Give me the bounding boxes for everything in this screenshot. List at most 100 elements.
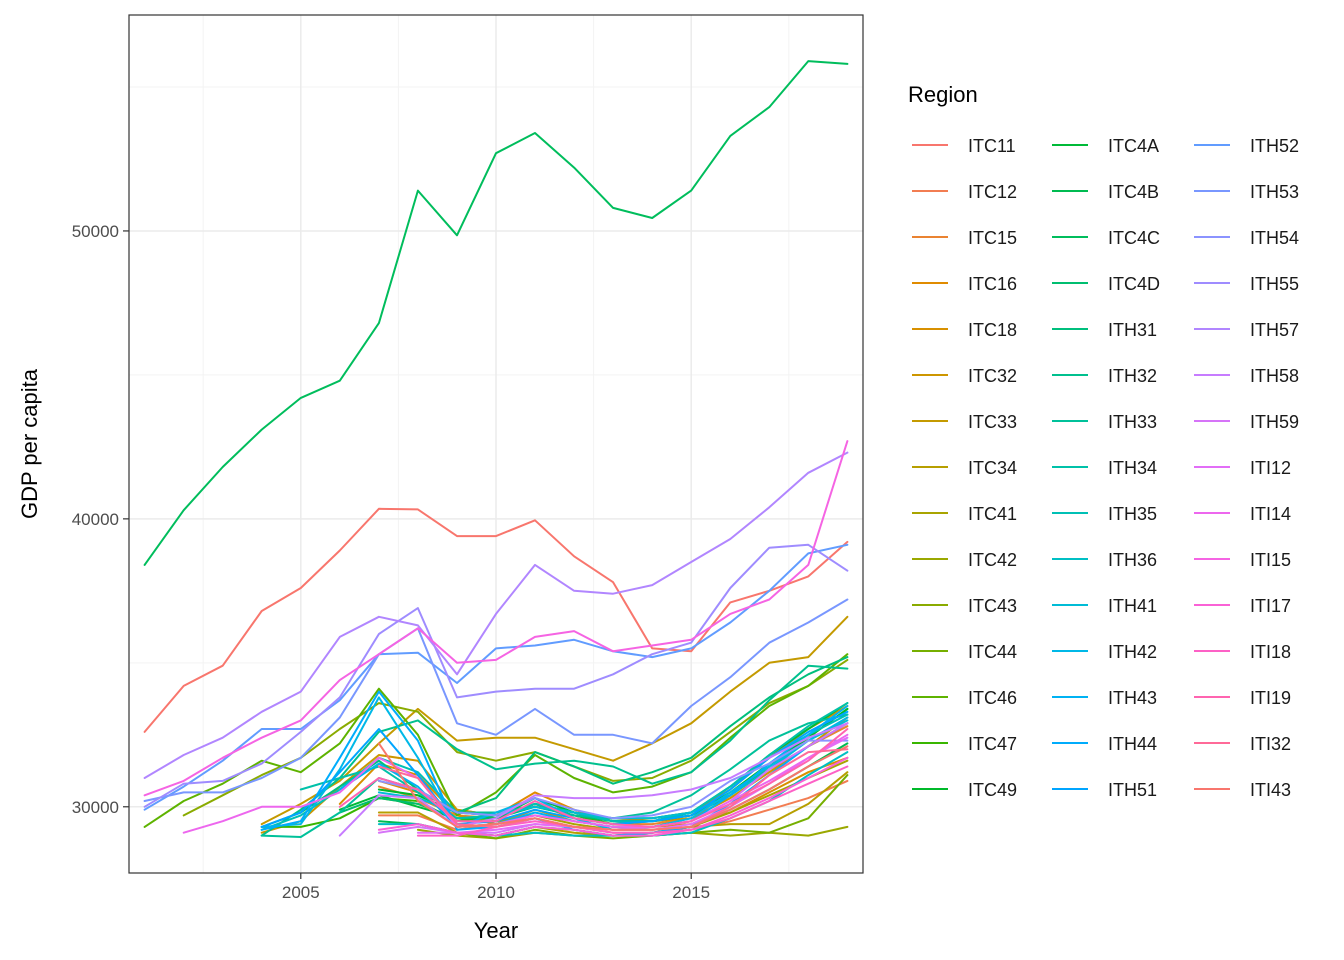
legend-label: ITH32 — [1108, 366, 1157, 386]
legend-item-ith52: ITH52 — [1194, 136, 1299, 156]
legend-label: ITH33 — [1108, 412, 1157, 432]
legend-label: ITI18 — [1250, 642, 1291, 662]
legend-item-ith55: ITH55 — [1194, 274, 1299, 294]
legend-label: ITH43 — [1108, 688, 1157, 708]
legend-item-iti32: ITI32 — [1194, 734, 1291, 754]
legend-label: ITC15 — [968, 228, 1017, 248]
legend-item-itc18: ITC18 — [912, 320, 1017, 340]
legend-item-ith57: ITH57 — [1194, 320, 1299, 340]
legend-item-ith42: ITH42 — [1052, 642, 1157, 662]
legend-label: ITC49 — [968, 780, 1017, 800]
legend-item-ith58: ITH58 — [1194, 366, 1299, 386]
series-line-ith33 — [260, 713, 849, 838]
x-tick-label: 2010 — [477, 883, 515, 902]
legend-item-iti17: ITI17 — [1194, 596, 1291, 616]
legend-label: ITH57 — [1250, 320, 1299, 340]
legend-label: ITH31 — [1108, 320, 1157, 340]
legend-item-itc49: ITC49 — [912, 780, 1017, 800]
legend-item-itc34: ITC34 — [912, 458, 1017, 478]
legend-item-ith41: ITH41 — [1052, 596, 1157, 616]
series-line-ith52 — [143, 543, 849, 811]
series-lines — [143, 60, 849, 840]
y-tick-label: 50000 — [72, 222, 119, 241]
legend-label: ITC4A — [1108, 136, 1159, 156]
legend-item-itc32: ITC32 — [912, 366, 1017, 386]
legend-label: ITH59 — [1250, 412, 1299, 432]
legend-label: ITI15 — [1250, 550, 1291, 570]
legend-label: ITC4D — [1108, 274, 1160, 294]
legend-label: ITH36 — [1108, 550, 1157, 570]
legend-label: ITC11 — [968, 136, 1016, 156]
y-axis-title: GDP per capita — [17, 368, 42, 519]
legend-item-itc16: ITC16 — [912, 274, 1017, 294]
x-tick-label: 2015 — [672, 883, 710, 902]
legend-item-itc4d: ITC4D — [1052, 274, 1160, 294]
legend-item-ith53: ITH53 — [1194, 182, 1299, 202]
legend-item-ith36: ITH36 — [1052, 550, 1157, 570]
legend-label: ITC43 — [968, 596, 1017, 616]
legend-label: ITI32 — [1250, 734, 1291, 754]
legend-label: ITC4C — [1108, 228, 1160, 248]
legend-label: ITH54 — [1250, 228, 1299, 248]
legend-item-itc4c: ITC4C — [1052, 228, 1160, 248]
legend-label: ITI12 — [1250, 458, 1291, 478]
series-line-iti19 — [338, 728, 849, 828]
legend-label: ITC32 — [968, 366, 1017, 386]
series-line-iti14 — [182, 733, 849, 834]
legend-item-itc4b: ITC4B — [1052, 182, 1159, 202]
grid — [129, 15, 863, 873]
axes: 2005 2010 2015 30000 40000 50000 — [72, 222, 710, 902]
legend-label: ITH41 — [1108, 596, 1157, 616]
series-line-ith53 — [143, 598, 849, 802]
legend-item-ith33: ITH33 — [1052, 412, 1157, 432]
legend-label: ITC12 — [968, 182, 1017, 202]
legend-label: ITC16 — [968, 274, 1017, 294]
series-line-ith54 — [377, 739, 849, 820]
legend-item-ith43: ITH43 — [1052, 688, 1157, 708]
legend-label: ITH34 — [1108, 458, 1157, 478]
legend-item-ith59: ITH59 — [1194, 412, 1299, 432]
legend-label: ITI17 — [1250, 596, 1291, 616]
legend-item-itc43: ITC43 — [912, 596, 1017, 616]
legend-label: ITH52 — [1250, 136, 1299, 156]
legend-label: ITH51 — [1108, 780, 1157, 800]
legend-label: ITH58 — [1250, 366, 1299, 386]
legend-item-ith54: ITH54 — [1194, 228, 1299, 248]
y-tick-label: 30000 — [72, 798, 119, 817]
legend-item-itc46: ITC46 — [912, 688, 1017, 708]
series-line-ith55 — [143, 543, 849, 808]
series-line-iti18 — [416, 765, 849, 837]
legend-label: ITC46 — [968, 688, 1017, 708]
legend-item-itc42: ITC42 — [912, 550, 1017, 570]
legend-label: ITC34 — [968, 458, 1017, 478]
legend-item-itc15: ITC15 — [912, 228, 1017, 248]
legend-item-iti12: ITI12 — [1194, 458, 1291, 478]
y-tick-label: 40000 — [72, 510, 119, 529]
legend-label: ITH55 — [1250, 274, 1299, 294]
legend-item-iti18: ITI18 — [1194, 642, 1291, 662]
legend-item-ith31: ITH31 — [1052, 320, 1157, 340]
legend-item-itc4a: ITC4A — [1052, 136, 1159, 156]
series-line-ith58 — [338, 722, 849, 837]
legend-item-iti19: ITI19 — [1194, 688, 1291, 708]
legend-label: ITC42 — [968, 550, 1017, 570]
legend-item-itc47: ITC47 — [912, 734, 1017, 754]
legend-label: ITC33 — [968, 412, 1017, 432]
legend-item-ith32: ITH32 — [1052, 366, 1157, 386]
legend-item-ith34: ITH34 — [1052, 458, 1157, 478]
legend-label: ITC18 — [968, 320, 1017, 340]
legend-label: ITC4B — [1108, 182, 1159, 202]
legend-item-ith51: ITH51 — [1052, 780, 1157, 800]
legend: Region ITC11 ITC12 ITC15 ITC16 ITC18 ITC32 ITC… — [908, 82, 1299, 800]
legend-label: ITH44 — [1108, 734, 1157, 754]
legend-label: ITC47 — [968, 734, 1017, 754]
legend-title: Region — [908, 82, 978, 107]
legend-item-ith44: ITH44 — [1052, 734, 1157, 754]
series-line-itc4c — [143, 60, 849, 566]
series-line-iti43 — [377, 742, 849, 831]
legend-item-itc12: ITC12 — [912, 182, 1017, 202]
legend-item-itc11: ITC11 — [912, 136, 1016, 156]
series-line-ith51 — [260, 710, 849, 828]
legend-item-iti43: ITI43 — [1194, 780, 1291, 800]
